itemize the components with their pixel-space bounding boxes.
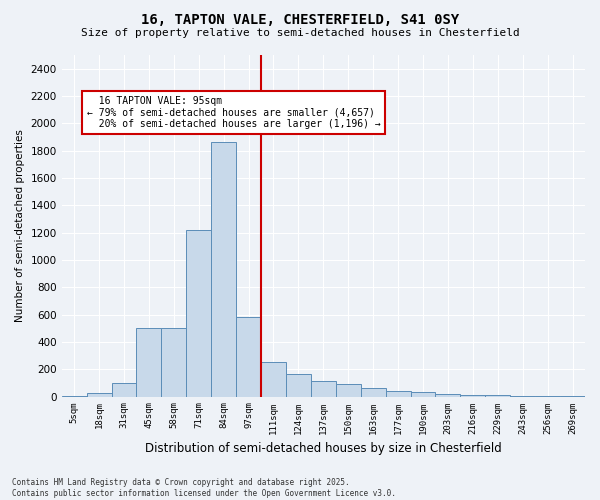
Bar (361, 388, 386, 396)
Text: 16 TAPTON VALE: 95sqm
← 79% of semi-detached houses are smaller (4,657)
  20% of: 16 TAPTON VALE: 95sqm ← 79% of semi-deta… (86, 96, 380, 129)
Bar (336, 384, 361, 396)
X-axis label: Distribution of semi-detached houses by size in Chesterfield: Distribution of semi-detached houses by … (145, 442, 502, 455)
Bar (460, 395, 485, 396)
Bar (386, 391, 410, 396)
Bar (485, 395, 510, 396)
Bar (136, 328, 161, 396)
Bar (211, 142, 236, 396)
Bar (436, 394, 460, 396)
Bar (86, 393, 112, 396)
Bar (311, 381, 336, 396)
Bar (410, 392, 436, 396)
Text: Size of property relative to semi-detached houses in Chesterfield: Size of property relative to semi-detach… (80, 28, 520, 38)
Text: 16, TAPTON VALE, CHESTERFIELD, S41 0SY: 16, TAPTON VALE, CHESTERFIELD, S41 0SY (141, 12, 459, 26)
Y-axis label: Number of semi-detached properties: Number of semi-detached properties (15, 130, 25, 322)
Bar (261, 362, 286, 396)
Bar (112, 383, 136, 396)
Bar (186, 230, 211, 396)
Bar (161, 328, 186, 396)
Text: Contains HM Land Registry data © Crown copyright and database right 2025.
Contai: Contains HM Land Registry data © Crown c… (12, 478, 396, 498)
Bar (236, 318, 261, 396)
Bar (286, 374, 311, 396)
